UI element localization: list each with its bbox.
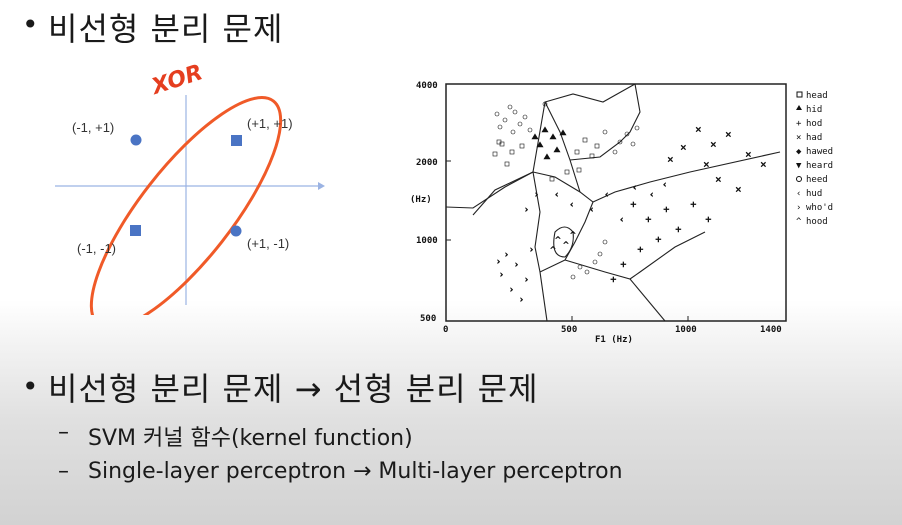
svg-text:›: › [530,245,533,254]
svg-text:›: › [497,257,500,266]
svg-text:›: › [525,275,528,284]
svg-text:‹: ‹ [620,215,623,224]
legend-hawed: hawed [806,147,833,157]
point-pos1-pos1-label: (+1, +1) [247,116,293,131]
x-tick-500: 500 [561,325,577,335]
xor-x-axis-arrow [318,182,325,190]
sub-perceptron: Single-layer perceptron → Multi-layer pe… [88,459,623,484]
svg-text:×: × [796,133,801,143]
svg-text:‹: ‹ [570,200,573,209]
vowel-legend: head hid + hod × had ◆ hawed ▼ heard hee… [796,91,833,227]
legend-hid: hid [806,105,822,115]
legend-had: had [806,133,822,143]
legend-whod: who'd [806,203,833,213]
x-tick-0: 0 [443,325,448,335]
legend-heed: heed [806,175,828,185]
point-neg1-pos1-marker [130,134,142,146]
svg-text:‹: ‹ [796,189,801,199]
vowel-formant-figure: 4000 2000 (Hz) 1000 500 0 500 1000 1400 … [410,81,833,345]
bullet-dot-2: • [22,370,39,403]
svg-text:×: × [760,160,767,169]
point-pos1-pos1-marker [231,135,242,146]
svg-text:×: × [710,140,717,149]
slide-title: 비선형 분리 문제 [48,10,284,48]
sub-dash-2: – [58,459,69,484]
svg-text:^: ^ [563,241,569,249]
xor-figure: XOR (-1, +1) (+1, +1) (-1, -1) (+1, -1) [55,60,325,315]
svg-text:›: › [796,203,801,213]
svg-text:+: + [675,225,682,234]
point-pos1-neg1-label: (+1, -1) [247,236,289,251]
svg-text:^: ^ [555,236,561,244]
x-tick-1000: 1000 [675,325,697,335]
point-neg1-pos1-label: (-1, +1) [72,120,114,135]
svg-text:›: › [500,270,503,279]
scatter-markers: ×× ×× ×× ×× ×× ++ ++ ++ ++ ++ ‹‹ ‹‹ ‹‹ ‹… [492,101,767,304]
legend-heard: heard [806,161,833,171]
svg-text:‹: ‹ [633,183,636,192]
legend-hod: hod [806,119,822,129]
svg-text:×: × [715,175,722,184]
svg-text:‹: ‹ [555,190,558,199]
point-neg1-neg1-marker [130,225,141,236]
x-tick-1400: 1400 [760,325,782,335]
decision-boundaries [445,83,781,322]
svg-text:›: › [510,285,513,294]
svg-text:+: + [630,200,637,209]
sub-svm-kernel: SVM 커널 함수(kernel function) [88,426,413,451]
y-tick-2000: 2000 [416,158,438,168]
svg-text:›: › [505,250,508,259]
svg-text:+: + [637,245,644,254]
svg-text:+: + [620,260,627,269]
vowel-plot-frame [445,83,787,322]
svg-text:‹: ‹ [663,180,666,189]
svg-text:^: ^ [570,231,576,239]
svg-text:+: + [610,275,617,284]
point-neg1-neg1-label: (-1, -1) [77,241,116,256]
svg-text:▼: ▼ [796,161,802,171]
svg-text:×: × [725,130,732,139]
legend-head: head [806,91,828,101]
svg-text:◆: ◆ [796,147,802,157]
svg-text:‹: ‹ [650,190,653,199]
svg-text:×: × [703,160,710,169]
svg-text:›: › [535,190,538,199]
point-pos1-neg1-marker [230,225,242,237]
sub-dash-1: – [58,420,69,445]
svg-text:+: + [690,200,697,209]
y-tick-1000: 1000 [416,236,438,246]
y-axis-label: (Hz) [410,195,432,205]
svg-text:‹: ‹ [605,190,608,199]
svg-text:+: + [663,205,670,214]
xor-annotation: XOR [147,60,206,100]
svg-text:^: ^ [796,217,802,227]
xor-ellipse [89,96,283,315]
svg-text:+: + [645,215,652,224]
x-axis-label: F1 (Hz) [595,335,633,345]
svg-text:^: ^ [550,246,556,254]
svg-text:×: × [735,185,742,194]
legend-hood: hood [806,217,828,227]
svg-text:+: + [655,235,662,244]
bullet-nonlinear-to-linear: 비선형 분리 문제 → 선형 분리 문제 [48,370,539,408]
legend-hud: hud [806,189,822,199]
svg-text:×: × [745,150,752,159]
svg-text:›: › [525,205,528,214]
svg-text:›: › [515,260,518,269]
y-tick-4000: 4000 [416,81,438,91]
svg-text:×: × [680,143,687,152]
svg-text:×: × [667,155,674,164]
svg-text:×: × [695,125,702,134]
bullet-dot-1: • [22,8,39,41]
svg-text:+: + [796,119,802,129]
svg-text:‹: ‹ [590,205,593,214]
svg-text:›: › [520,295,523,304]
y-tick-500: 500 [420,314,436,324]
svg-text:+: + [705,215,712,224]
